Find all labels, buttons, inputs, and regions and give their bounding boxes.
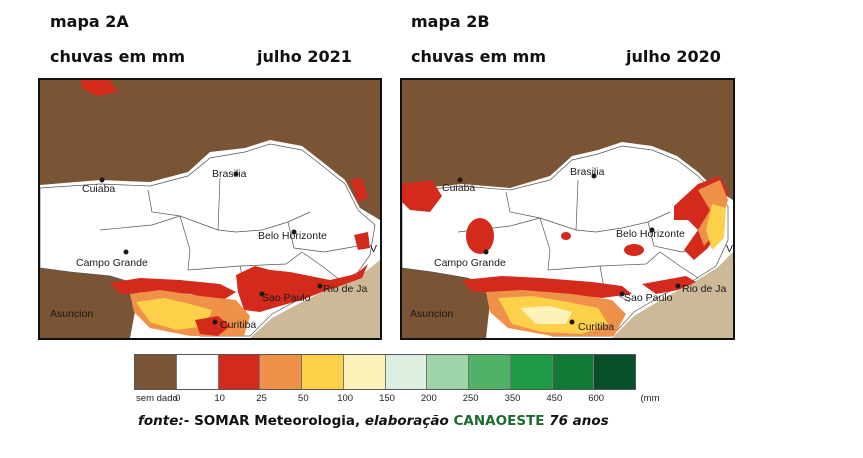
legend-tick-label: sem dado	[136, 393, 178, 404]
map-a-canvas: Cuiaba Brasilia Campo Grande Belo Horizo…	[40, 80, 380, 338]
map-b-rain-red-bh	[624, 244, 644, 256]
map-b-rain-red-coast	[642, 276, 696, 294]
map-b-city-2: Campo Grande	[434, 257, 506, 269]
map-a: Cuiaba Brasilia Campo Grande Belo Horizo…	[38, 78, 382, 340]
map-b-ocean	[612, 252, 733, 338]
map-b-city-5: Rio de Ja	[682, 283, 727, 295]
map-a-rain-red-se-coast	[354, 232, 370, 250]
map-a-city-7: Asuncion	[50, 308, 93, 320]
map-a-rain-red-border	[110, 278, 236, 302]
map-b-city-3: Belo Horizonte	[616, 228, 685, 240]
map-a-rain-red-west	[80, 80, 118, 96]
map-a-city-8: V	[370, 243, 377, 255]
legend-tick-label: 50	[298, 393, 309, 404]
source-prefix: fonte:	[138, 413, 184, 429]
map-b-borders	[457, 179, 715, 303]
map-b-rain-pale-south	[520, 306, 572, 324]
legend-tick-label: 350	[504, 393, 521, 404]
map-a-city-2: Campo Grande	[76, 257, 148, 269]
legend-swatch	[343, 355, 386, 389]
map-a-rain-yellow-south	[136, 298, 212, 330]
legend-unit: (mm	[640, 393, 660, 404]
map-a-subtitle: chuvas em mm	[50, 47, 186, 66]
map-a-city-5: Rio de Ja	[323, 283, 368, 295]
map-b-period: julho 2020	[626, 47, 721, 66]
legend-swatch	[427, 355, 469, 389]
legend-tick-label: 150	[379, 393, 395, 404]
map-b: Cuiaba Brasilia Campo Grande Belo Horizo…	[400, 78, 735, 340]
map-a-nodata-north	[40, 80, 380, 220]
map-b-rain-yellow-east	[706, 204, 726, 250]
map-b-city-8: V	[726, 243, 733, 255]
map-a-city-0: Cuiaba	[82, 183, 115, 195]
legend-swatch	[469, 355, 511, 389]
map-b-city-7: Asuncion	[410, 308, 453, 320]
map-a-city-3: Belo Horizonte	[258, 230, 327, 242]
map-a-rain-red-cluster	[195, 316, 230, 336]
map-b-city-1: Brasilia	[570, 166, 605, 178]
map-a-ocean	[250, 260, 380, 338]
map-b-rain-red-border	[462, 276, 632, 298]
map-b-rain-red-small	[561, 232, 571, 240]
legend-tick-label: 600	[588, 393, 605, 404]
map-b-subtitle: chuvas em mm	[411, 47, 547, 66]
source-middle: - SOMAR Meteorologia,	[183, 413, 361, 429]
legend-tick-label: 0	[175, 393, 181, 404]
map-a-period: julho 2021	[257, 47, 352, 66]
map-a-rain-red-ne	[350, 178, 368, 202]
legend-swatch	[135, 355, 177, 389]
map-a-title: mapa 2A	[50, 12, 129, 31]
legend-swatch	[218, 355, 261, 389]
legend-swatch	[594, 355, 635, 389]
legend-swatch	[176, 355, 219, 389]
legend-tick-label: 25	[256, 393, 267, 404]
map-b-city-0: Cuiaba	[442, 182, 475, 194]
legend-color-bar	[134, 354, 636, 390]
source-brand: CANAOESTE	[453, 413, 545, 429]
map-b-rain-red-center	[466, 218, 494, 254]
legend-tick-label: 250	[462, 393, 479, 404]
legend-swatch	[260, 355, 302, 389]
legend-swatch	[552, 355, 595, 389]
map-b-city-6: Curitiba	[578, 321, 614, 333]
legend-tick-label: 200	[420, 393, 437, 404]
map-a-city-4: Sao Paulo	[262, 292, 311, 304]
legend-swatch	[510, 355, 553, 389]
source-elab: elaboração	[364, 413, 449, 429]
map-a-city-6: Curitiba	[220, 319, 256, 331]
source-line: fonte:- SOMAR Meteorologia, elaboração C…	[138, 413, 609, 429]
map-b-city-4: Sao Paulo	[624, 292, 673, 304]
map-a-rain-red-southeast	[236, 264, 368, 312]
map-a-city-1: Brasilia	[212, 168, 247, 180]
legend-swatch	[385, 355, 428, 389]
map-b-city-dots	[457, 173, 681, 325]
map-b-title: mapa 2B	[411, 12, 490, 31]
source-years: 76 anos	[549, 413, 609, 429]
legend-tick-label: 10	[214, 393, 225, 404]
map-b-nodata-north	[402, 80, 733, 200]
legend-ticks: sem dado 0 10 25 50 100 150 200 250 350 450 600 (mm	[134, 393, 694, 407]
map-b-rain-red-west	[402, 180, 442, 212]
legend-tick-label: 100	[337, 393, 354, 404]
legend-swatch	[302, 355, 344, 389]
legend-tick-label: 450	[546, 393, 563, 404]
map-a-city-dots	[99, 171, 323, 325]
map-b-canvas: Cuiaba Brasilia Campo Grande Belo Horizo…	[402, 80, 733, 338]
